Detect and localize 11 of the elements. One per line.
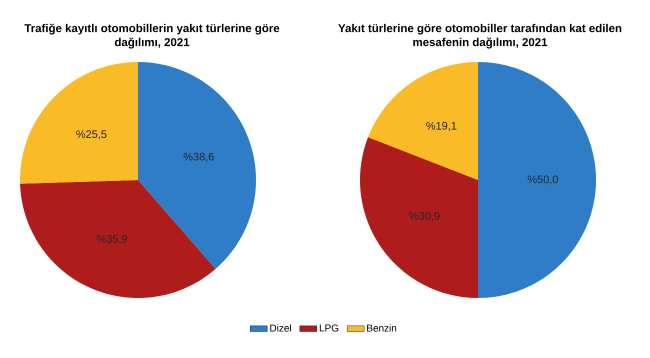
data-label: %19,1 xyxy=(426,122,456,131)
legend-label: LPG xyxy=(320,324,338,332)
data-label: %25,5 xyxy=(76,130,106,140)
data-label: %35,9 xyxy=(96,234,128,244)
chart-title: Trafiğe kayıtlı otomobillerin yakıt türlerine göre dağılımı, 2021 xyxy=(24,24,280,48)
legend-label: Benzin xyxy=(367,324,396,332)
legend-label: Dizel xyxy=(270,324,291,332)
chart-title: Yakıt türlerine göre otomobiller tarafından kat edilen mesafenin dağılımı, 2021 xyxy=(338,24,622,48)
data-label: %30,9 xyxy=(409,212,440,222)
data-label: %50,0 xyxy=(528,175,558,185)
data-label: %38,6 xyxy=(184,152,214,162)
